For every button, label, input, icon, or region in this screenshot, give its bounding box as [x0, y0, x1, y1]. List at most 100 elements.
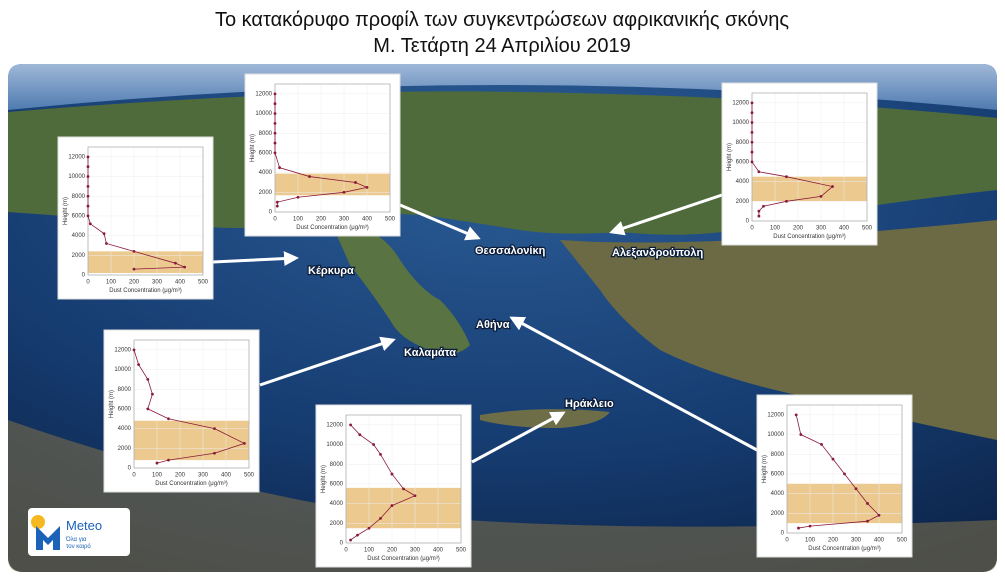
- y-tick-label: 10000: [732, 120, 749, 126]
- profile-point: [819, 194, 823, 198]
- profile-point: [146, 377, 150, 381]
- x-tick-label: 200: [387, 548, 398, 554]
- dust-layer: [752, 176, 867, 202]
- plot-frame: [786, 404, 903, 534]
- chart-card: [756, 394, 913, 558]
- profile-point: [273, 151, 277, 155]
- y-tick-label: 0: [746, 219, 750, 225]
- x-tick-label: 200: [828, 538, 839, 544]
- profile-chart: 0 2000 4000 6000 8000 10000 12000 0 100 200 300 400…: [315, 404, 472, 568]
- profile-point: [86, 184, 90, 188]
- profile-point: [155, 461, 159, 465]
- profile-point: [296, 195, 300, 199]
- profile-point: [390, 472, 394, 476]
- profile-chart: 0 2000 4000 6000 8000 10000 12000 0 100 200 300 400…: [721, 82, 878, 246]
- place-label: Καλαμάτα: [404, 347, 456, 359]
- x-tick-label: 300: [851, 538, 862, 544]
- profile-point: [273, 102, 277, 106]
- place-label: Κέρκυρα: [308, 265, 354, 277]
- x-tick-label: 200: [129, 280, 140, 286]
- profile-point: [275, 204, 279, 208]
- profile-point: [750, 130, 754, 134]
- x-tick-label: 500: [456, 548, 467, 554]
- profile-chart: 0 2000 4000 6000 8000 10000 12000 0 100 200 300 400…: [756, 394, 913, 558]
- dust-layer: [787, 483, 902, 524]
- x-tick-label: 500: [198, 280, 209, 286]
- chart-card: [721, 82, 878, 246]
- logo-name: Meteo: [66, 518, 102, 533]
- x-tick-label: 400: [221, 473, 232, 479]
- profile-chart: 0 2000 4000 6000 8000 10000 12000 0 100 200 300 400…: [57, 136, 214, 300]
- profile-point: [390, 504, 394, 507]
- x-axis-label: Dust Concentration (μg/m³): [367, 556, 439, 562]
- profile-point: [866, 502, 869, 505]
- y-tick-label: 4000: [72, 233, 86, 239]
- profile-chart: 0 2000 4000 6000 8000 10000 12000 0 100 200 300 400…: [103, 329, 260, 493]
- profile-point: [86, 204, 90, 208]
- profile-point: [358, 433, 362, 437]
- y-tick-label: 8000: [259, 131, 273, 137]
- x-tick-label: 0: [86, 280, 90, 286]
- x-tick-label: 100: [293, 217, 304, 223]
- y-axis-label: Height (m): [109, 390, 115, 418]
- profile-point: [843, 472, 846, 476]
- y-tick-label: 6000: [118, 407, 132, 413]
- x-tick-label: 300: [410, 548, 421, 554]
- profile-point: [356, 533, 359, 537]
- profile-point: [402, 487, 405, 491]
- profile-point: [132, 348, 136, 352]
- profile-point: [372, 443, 375, 446]
- profile-point: [137, 363, 141, 367]
- y-axis-label: Height (m): [63, 197, 69, 225]
- place-label: Ηράκλειο: [565, 398, 614, 410]
- y-tick-label: 6000: [72, 214, 86, 220]
- y-tick-label: 0: [128, 466, 132, 472]
- profile-point: [273, 112, 277, 115]
- profile-point: [354, 181, 357, 184]
- x-axis-label: Dust Concentration (μg/m³): [109, 288, 181, 294]
- y-tick-label: 2000: [736, 199, 750, 205]
- y-tick-label: 10000: [767, 432, 784, 438]
- y-tick-label: 10000: [68, 174, 85, 180]
- logo-tagline: τον καιρό: [66, 543, 91, 550]
- y-tick-label: 8000: [330, 462, 344, 468]
- x-tick-label: 200: [316, 217, 327, 223]
- profile-point: [413, 494, 417, 498]
- y-tick-label: 12000: [326, 422, 343, 428]
- y-tick-label: 6000: [330, 482, 344, 488]
- y-tick-label: 12000: [68, 154, 85, 160]
- x-tick-label: 400: [874, 538, 885, 544]
- x-tick-label: 0: [132, 473, 136, 479]
- x-axis-label: Dust Concentration (μg/m³): [155, 481, 227, 487]
- dust-layer: [275, 173, 390, 196]
- y-tick-label: 12000: [767, 412, 784, 418]
- y-tick-label: 12000: [255, 91, 272, 97]
- x-tick-label: 0: [750, 226, 754, 232]
- x-tick-label: 100: [805, 538, 816, 544]
- x-tick-label: 400: [362, 217, 373, 223]
- dust-layer: [346, 487, 461, 529]
- y-tick-label: 4000: [736, 179, 750, 185]
- y-tick-label: 6000: [259, 151, 273, 157]
- profile-point: [86, 175, 90, 178]
- y-tick-label: 6000: [736, 160, 750, 166]
- profile-point: [762, 204, 765, 208]
- profile-point: [750, 150, 754, 154]
- y-axis-label: Height (m): [762, 455, 768, 483]
- profile-point: [275, 200, 279, 204]
- x-tick-label: 0: [273, 217, 277, 223]
- x-tick-label: 300: [339, 217, 350, 223]
- profile-point: [273, 121, 277, 125]
- profile-point: [342, 190, 346, 194]
- y-axis-label: Height (m): [727, 143, 733, 171]
- profile-point: [365, 185, 369, 189]
- logo-tagline: Όλα για: [65, 537, 87, 543]
- y-tick-label: 12000: [114, 347, 131, 353]
- y-tick-label: 8000: [771, 452, 785, 458]
- profile-point: [808, 524, 812, 528]
- profile-point: [88, 222, 92, 226]
- profile-point: [273, 92, 277, 96]
- place-label: Αθήνα: [476, 319, 510, 331]
- profile-point: [750, 160, 754, 164]
- title-line: Το κατακόρυφο προφίλ των συγκεντρώσεων α…: [215, 9, 789, 31]
